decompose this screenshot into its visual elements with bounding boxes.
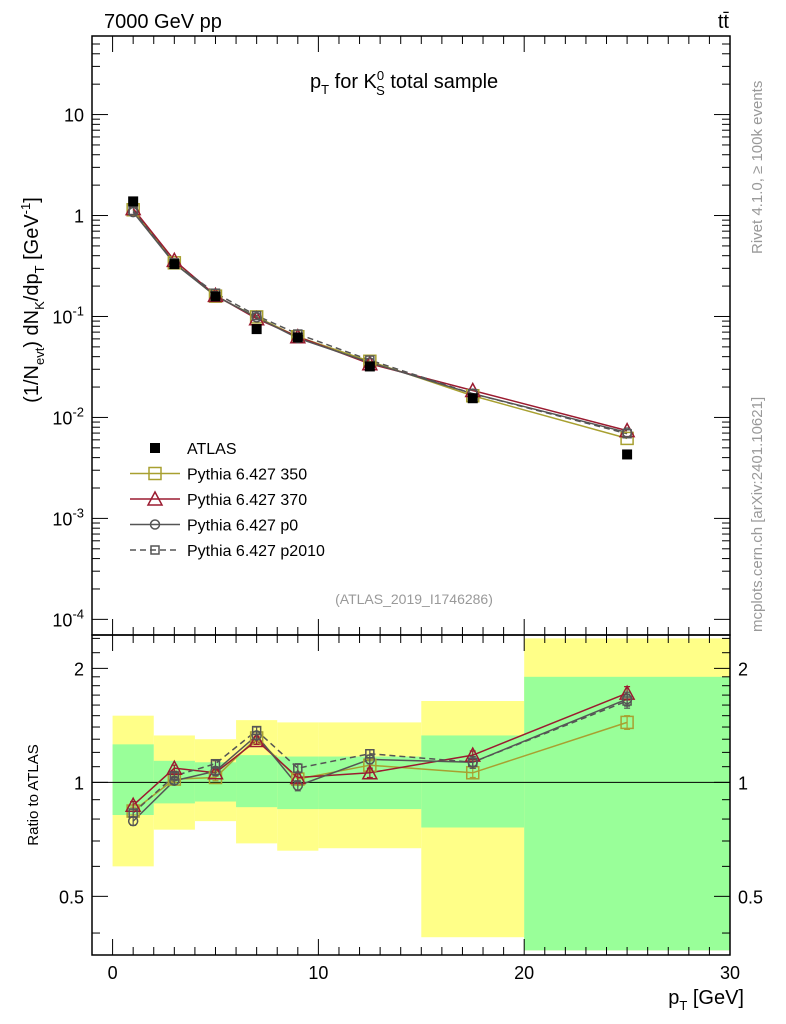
mcplots-label: mcplots.cern.ch [arXiv:2401.10621] xyxy=(749,397,766,632)
y-tick-label-base: 10 xyxy=(52,509,72,529)
atlas-data-point xyxy=(292,332,303,343)
atlas-data-point xyxy=(364,361,375,372)
legend-marker xyxy=(148,466,162,481)
ratio-y-tick-label-right: 1 xyxy=(738,773,748,793)
legend-marker xyxy=(146,490,164,506)
plot-title: pT for K0 S total sample xyxy=(310,68,498,98)
x-tick-label: 10 xyxy=(308,963,328,983)
legend-label: Pythia 6.427 p0 xyxy=(187,518,298,535)
main-point-series4 xyxy=(251,310,262,321)
x-tick-label: 20 xyxy=(514,963,534,983)
header-energy-label: 7000 GeV pp xyxy=(104,11,222,33)
y-tick-label: 10 xyxy=(64,106,84,126)
atlas-data-point xyxy=(210,291,221,302)
main-point-series1 xyxy=(620,431,634,446)
ratio-y-axis-label: Ratio to ATLAS xyxy=(25,744,42,845)
y-tick-label-base: 10 xyxy=(52,408,72,428)
legend-marker xyxy=(150,545,160,555)
atlas-data-point xyxy=(169,259,180,270)
ratio-panel: 0.5 0.51 12 20 10 20 30 Ratio to ATLAS pT [GeV… xyxy=(25,634,763,1013)
ratio-point-series1 xyxy=(207,764,224,780)
x-axis-label: pT [GeV] xyxy=(668,987,744,1013)
ratio-line-1 xyxy=(132,692,628,806)
atlas-data-point xyxy=(128,196,139,207)
ratio-point-series2 xyxy=(292,780,304,791)
y-tick-label-exp: -4 xyxy=(72,606,84,621)
ratio-y-tick-label-right: 0.5 xyxy=(738,887,763,907)
ratio-band-inner xyxy=(236,755,278,808)
header-process-label: tt̄ xyxy=(718,11,730,33)
ratio-point-series3 xyxy=(169,771,180,781)
x-tick-label: 30 xyxy=(720,963,740,983)
ratio-axis-ticks: 0.5 0.51 12 20 10 20 30 xyxy=(59,635,763,983)
ratio-line-2 xyxy=(132,698,628,822)
y-tick-label: 10-2 xyxy=(52,404,84,428)
legend-label: ATLAS xyxy=(187,441,237,458)
ratio-y-tick-label-right: 2 xyxy=(738,659,748,679)
main-line-2 xyxy=(132,208,628,432)
main-point-series4 xyxy=(622,428,632,439)
legend-marker-atlas xyxy=(150,443,160,453)
ratio-point-series3 xyxy=(293,763,303,773)
main-point-series1 xyxy=(208,289,223,303)
ratio-point-series0 xyxy=(620,715,634,730)
y-tick-label: 10-4 xyxy=(52,606,84,630)
y-tick-label: 1 xyxy=(74,207,84,227)
atlas-data-point xyxy=(467,393,478,404)
atlas-data-point xyxy=(622,449,633,460)
ratio-y-tick-label: 0.5 xyxy=(59,887,84,907)
legend-marker xyxy=(149,519,161,530)
legend-label: Pythia 6.427 p2010 xyxy=(187,543,325,560)
y-tick-label-base: 10 xyxy=(52,307,72,327)
y-tick-label: 10-1 xyxy=(52,303,84,327)
ratio-y-tick-label: 1 xyxy=(74,773,84,793)
y-tick-label-base: 10 xyxy=(52,610,72,630)
y-tick-label-exp: -1 xyxy=(72,303,84,318)
analysis-id: (ATLAS_2019_I1746286) xyxy=(335,591,493,607)
ratio-point-series3 xyxy=(210,758,221,769)
y-tick-label-exp: -2 xyxy=(72,404,84,419)
ratio-y-tick-label: 2 xyxy=(74,659,84,679)
ratio-series xyxy=(124,684,636,827)
main-line-3 xyxy=(132,211,628,434)
main-point-series4 xyxy=(128,205,138,216)
ratio-uncertainty-bands xyxy=(112,638,730,951)
ratio-point-series1 xyxy=(248,731,265,748)
ratio-point-series3 xyxy=(467,757,478,768)
atlas-data-point xyxy=(251,324,262,335)
ratio-point-series3 xyxy=(622,696,632,706)
rivet-version-label: Rivet 4.1.0, ≥ 100k events xyxy=(749,81,766,254)
ratio-point-series3 xyxy=(365,749,375,759)
y-tick-label: 10-3 xyxy=(52,505,84,529)
main-line-4 xyxy=(132,210,628,435)
main-series xyxy=(124,196,636,460)
ratio-point-series3 xyxy=(128,808,138,818)
main-line-1 xyxy=(132,209,628,440)
ratio-point-series3 xyxy=(251,725,262,736)
legend: ATLAS Pythia 6.427 350 Pythia 6.427 370 Pyt… xyxy=(130,441,325,560)
legend-label: Pythia 6.427 350 xyxy=(187,467,307,484)
ratio-frame xyxy=(91,634,731,956)
ratio-point-series1 xyxy=(361,764,379,780)
y-tick-label-exp: -3 xyxy=(72,505,84,520)
legend-label: Pythia 6.427 370 xyxy=(187,492,307,509)
main-y-axis-label: (1/Nevt) dNK/dpT [GeV-1] xyxy=(18,197,47,403)
x-tick-label: 0 xyxy=(108,963,118,983)
